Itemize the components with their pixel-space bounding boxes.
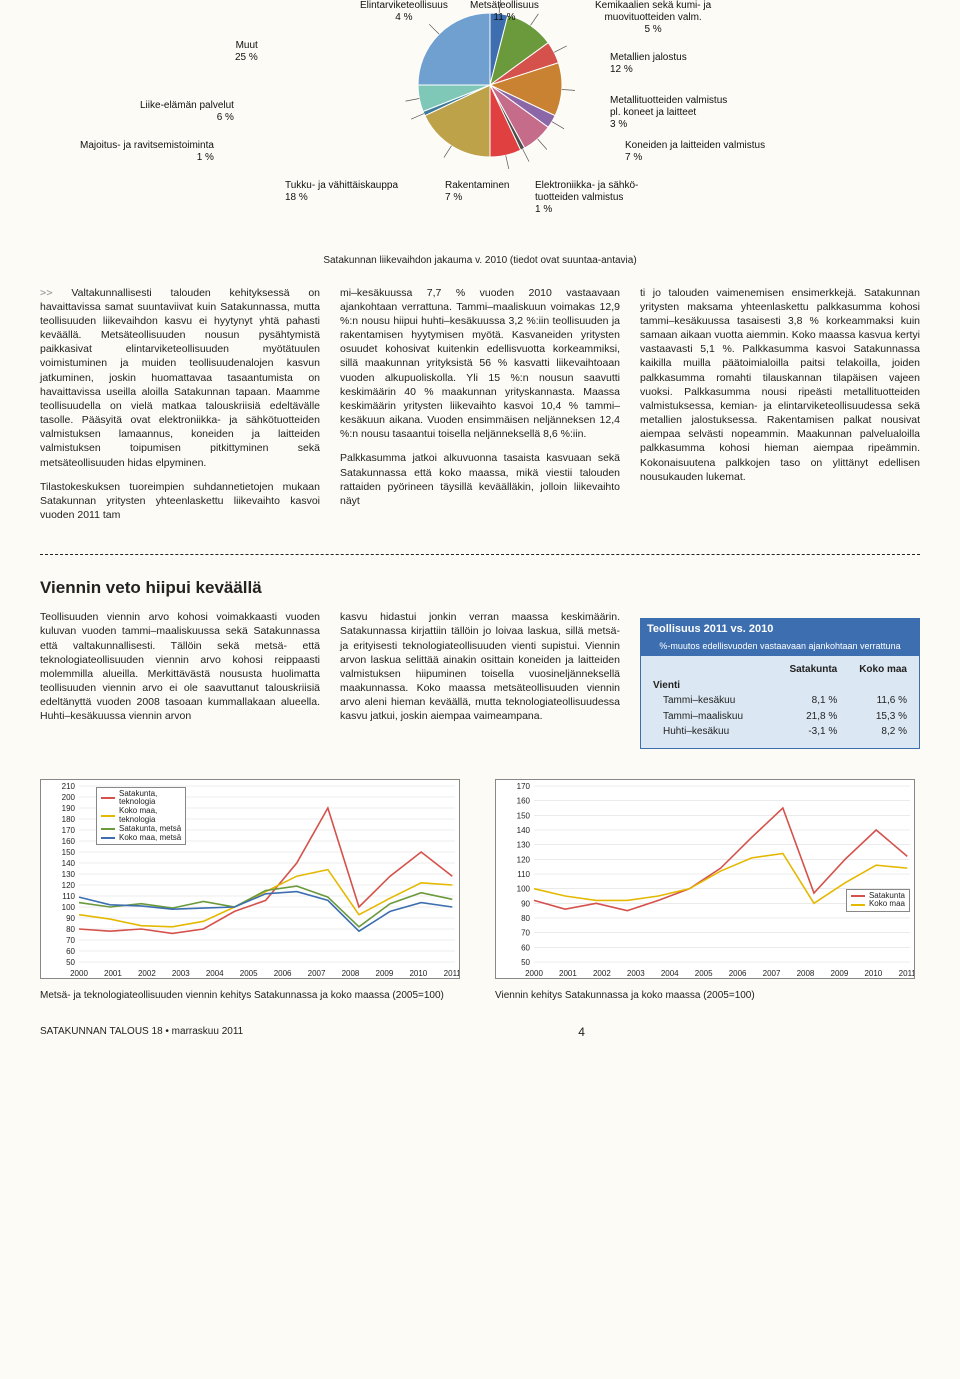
svg-text:2003: 2003 [172,969,190,978]
pie-label: Tukku- ja vähittäiskauppa18 % [285,180,398,204]
chart1-box: 50 60 70 80 90 100 110 120 130 140 150 160 170 180 190… [40,779,465,1002]
svg-text:150: 150 [62,848,76,857]
svg-text:50: 50 [521,958,530,967]
svg-text:180: 180 [62,815,76,824]
chart1-caption: Metsä- ja teknologiateollisuuden viennin… [40,990,465,1002]
body-col-1: >> Valtakunnallisesti talouden kehitykse… [40,286,320,533]
sec2-col2: kasvu hidastui jonkin verran maassa kesk… [340,610,620,748]
svg-text:60: 60 [521,943,530,952]
infobox-table: Satakunta Koko maa VientiTammi–kesäkuu8,… [649,662,911,740]
svg-text:80: 80 [66,925,75,934]
svg-text:2009: 2009 [831,969,849,978]
svg-text:100: 100 [517,884,531,893]
pie-label: Kemikaalien sekä kumi- jamuovituotteiden… [595,0,711,36]
svg-text:100: 100 [62,903,76,912]
svg-text:160: 160 [517,796,531,805]
sec2-col1: Teollisuuden viennin arvo kohosi voimakk… [40,610,320,748]
pie-label: Majoitus- ja ravitsemistoiminta1 % [80,140,214,164]
svg-text:150: 150 [517,811,531,820]
svg-text:2005: 2005 [695,969,713,978]
svg-text:2001: 2001 [559,969,577,978]
chart2: 50 60 70 80 90 100 110 120 130 140 150 160 170 2000 20… [495,779,915,979]
ib-h1: Satakunta [772,662,842,678]
body-col-3: ti jo talouden vaimenemisen ensimerkkejä… [640,286,920,533]
ib-h0 [649,662,772,678]
svg-text:110: 110 [517,870,530,879]
svg-text:210: 210 [62,782,76,791]
svg-text:80: 80 [521,914,530,923]
svg-text:140: 140 [62,859,76,868]
body-columns: >> Valtakunnallisesti talouden kehitykse… [40,286,920,533]
pie-label: Liike-elämän palvelut6 % [140,100,234,124]
infobox-teollisuus: Teollisuus 2011 vs. 2010 %-muutos edelli… [640,618,920,748]
svg-text:2010: 2010 [409,969,427,978]
svg-text:140: 140 [517,826,531,835]
pie-label: Muut25 % [235,40,258,64]
svg-text:50: 50 [66,958,75,967]
svg-text:130: 130 [62,870,76,879]
sec2-col3: Teollisuus 2011 vs. 2010 %-muutos edelli… [640,610,920,748]
svg-text:70: 70 [66,936,75,945]
pie-label: Elintarviketeollisuus4 % [360,0,448,24]
svg-text:2009: 2009 [376,969,394,978]
svg-text:90: 90 [66,914,75,923]
svg-text:2011: 2011 [444,969,460,978]
chart2-legend: SatakuntaKoko maa [846,889,910,913]
svg-text:2007: 2007 [308,969,326,978]
svg-text:2003: 2003 [627,969,645,978]
pie-label: Elektroniikka- ja sähkö-tuotteiden valmi… [535,180,638,216]
footer: SATAKUNNAN TALOUS 18 • marraskuu 2011 4 [40,1024,920,1040]
svg-text:2011: 2011 [899,969,915,978]
pie-label: Metallien jalostus12 % [610,52,687,76]
svg-text:110: 110 [62,892,75,901]
svg-text:2004: 2004 [206,969,224,978]
footer-text: SATAKUNNAN TALOUS 18 • marraskuu 2011 [40,1025,243,1039]
svg-text:2001: 2001 [104,969,122,978]
pie-caption: Satakunnan liikevaihdon jakauma v. 2010 … [40,254,920,268]
svg-text:2007: 2007 [763,969,781,978]
svg-text:90: 90 [521,899,530,908]
svg-text:2006: 2006 [274,969,292,978]
pie-label: Metallituotteiden valmistuspl. koneet ja… [610,95,727,131]
svg-text:2005: 2005 [240,969,258,978]
svg-text:170: 170 [517,782,531,791]
section-divider [40,554,920,555]
page-number: 4 [578,1024,585,1040]
svg-text:2002: 2002 [138,969,156,978]
svg-text:2002: 2002 [593,969,611,978]
body-col-2: mi–kesäkuussa 7,7 % vuoden 2010 vastaava… [340,286,620,533]
svg-text:70: 70 [521,928,530,937]
pie-label: Metsäteollisuus11 % [470,0,539,24]
svg-text:120: 120 [62,881,76,890]
svg-text:170: 170 [62,826,76,835]
svg-text:60: 60 [66,947,75,956]
pie-chart-section: Elintarviketeollisuus4 % Metsäteollisuus1… [40,0,920,250]
infobox-sub: %-muutos edellisvuoden vastaavaan ajanko… [641,640,919,656]
svg-text:130: 130 [517,840,531,849]
svg-text:2006: 2006 [729,969,747,978]
svg-text:190: 190 [62,804,76,813]
svg-text:2008: 2008 [342,969,360,978]
svg-text:200: 200 [62,793,76,802]
chart1-legend: Satakunta,teknologiaKoko maa,teknologiaS… [96,787,186,846]
svg-text:120: 120 [517,855,531,864]
pie-label: Rakentaminen7 % [445,180,509,204]
ib-h2: Koko maa [841,662,911,678]
section2-title: Viennin veto hiipui keväällä [40,577,920,600]
svg-text:2004: 2004 [661,969,679,978]
svg-text:2008: 2008 [797,969,815,978]
svg-text:2010: 2010 [864,969,882,978]
pie-chart [405,0,575,170]
svg-text:2000: 2000 [70,969,88,978]
chart2-caption: Viennin kehitys Satakunnassa ja koko maa… [495,990,920,1002]
svg-text:2000: 2000 [525,969,543,978]
pie-label: Koneiden ja laitteiden valmistus7 % [625,140,765,164]
infobox-title: Teollisuus 2011 vs. 2010 [641,619,919,640]
svg-text:160: 160 [62,837,76,846]
chart2-box: 50 60 70 80 90 100 110 120 130 140 150 160 170 2000 20… [495,779,920,1002]
